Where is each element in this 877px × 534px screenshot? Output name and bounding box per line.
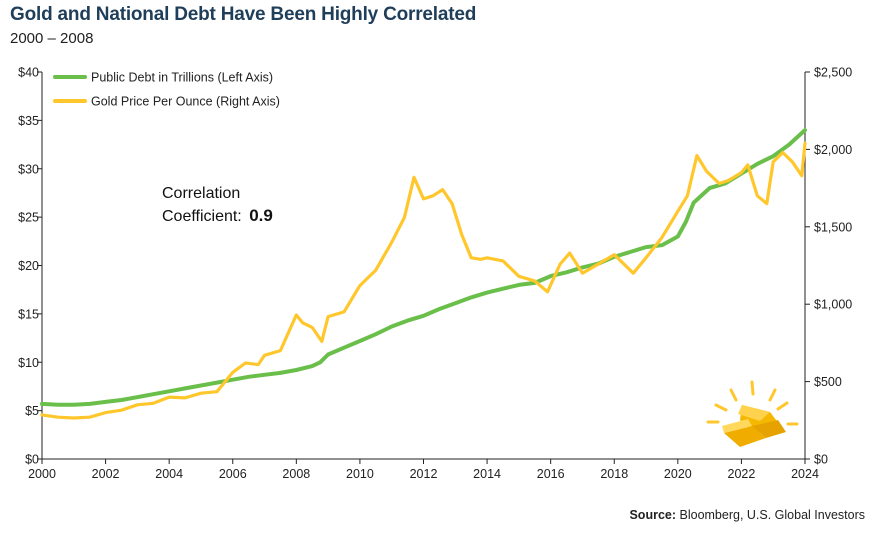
chart-legend: Public Debt in Trillions (Left Axis) Gol… <box>53 71 280 109</box>
y-left-tick-label: $25 <box>18 211 39 225</box>
x-tick-label: 2006 <box>219 467 247 481</box>
series-line-debt <box>40 128 807 407</box>
source-text: Bloomberg, U.S. Global Investors <box>679 508 866 522</box>
source-note: Source: Bloomberg, U.S. Global Investors <box>629 508 865 522</box>
y-right-tick-label: $0 <box>814 453 828 467</box>
y-right-tick-label: $1,500 <box>814 220 852 234</box>
y-right-tick-label: $1,000 <box>814 298 852 312</box>
chart-lines <box>40 128 807 420</box>
x-tick-label: 2004 <box>155 467 183 481</box>
correlation-annotation: Correlation Coefficient: 0.9 <box>162 185 273 225</box>
y-left-tick-label: $40 <box>18 66 39 80</box>
correlation-value: 0.9 <box>249 206 273 225</box>
chart-subtitle: 2000 – 2008 <box>10 30 94 47</box>
x-tick-label: 2010 <box>346 467 374 481</box>
chart-ticks: 2000 2002 2004 2006 2008 2010 2012 2014 2016 2018… <box>18 66 852 482</box>
annotation-label-2: Coefficient: <box>162 208 242 225</box>
legend-label-debt: Public Debt in Trillions (Left Axis) <box>91 71 273 85</box>
y-left-tick-label: $30 <box>18 162 39 176</box>
y-left-tick-label: $10 <box>18 356 39 370</box>
y-right-tick-label: $2,500 <box>814 66 852 80</box>
x-tick-label: 2018 <box>600 467 628 481</box>
x-tick-label: 2012 <box>410 467 438 481</box>
source-label: Source: <box>629 508 677 522</box>
y-left-tick-label: $20 <box>18 259 39 273</box>
y-left-tick-label: $15 <box>18 307 39 321</box>
y-right-tick-label: $500 <box>814 375 842 389</box>
x-tick-label: 2000 <box>28 467 56 481</box>
series-line-gold <box>40 141 807 420</box>
x-tick-label: 2014 <box>473 467 501 481</box>
y-left-tick-label: $5 <box>25 404 39 418</box>
annotation-line-2: Coefficient: 0.9 <box>162 206 273 225</box>
x-tick-label: 2016 <box>537 467 565 481</box>
annotation-line-1: Correlation <box>162 185 240 202</box>
legend-label-gold: Gold Price Per Ounce (Right Axis) <box>91 95 280 109</box>
x-tick-label: 2022 <box>728 467 756 481</box>
gold-bars-icon <box>706 380 799 447</box>
y-left-tick-label: $35 <box>18 114 39 128</box>
y-left-tick-label: $0 <box>25 453 39 467</box>
x-tick-label: 2002 <box>92 467 120 481</box>
x-tick-label: 2024 <box>791 467 819 481</box>
chart-title: Gold and National Debt Have Been Highly … <box>10 4 477 25</box>
y-right-tick-label: $2,000 <box>814 143 852 157</box>
x-tick-label: 2008 <box>282 467 310 481</box>
x-tick-label: 2020 <box>664 467 692 481</box>
